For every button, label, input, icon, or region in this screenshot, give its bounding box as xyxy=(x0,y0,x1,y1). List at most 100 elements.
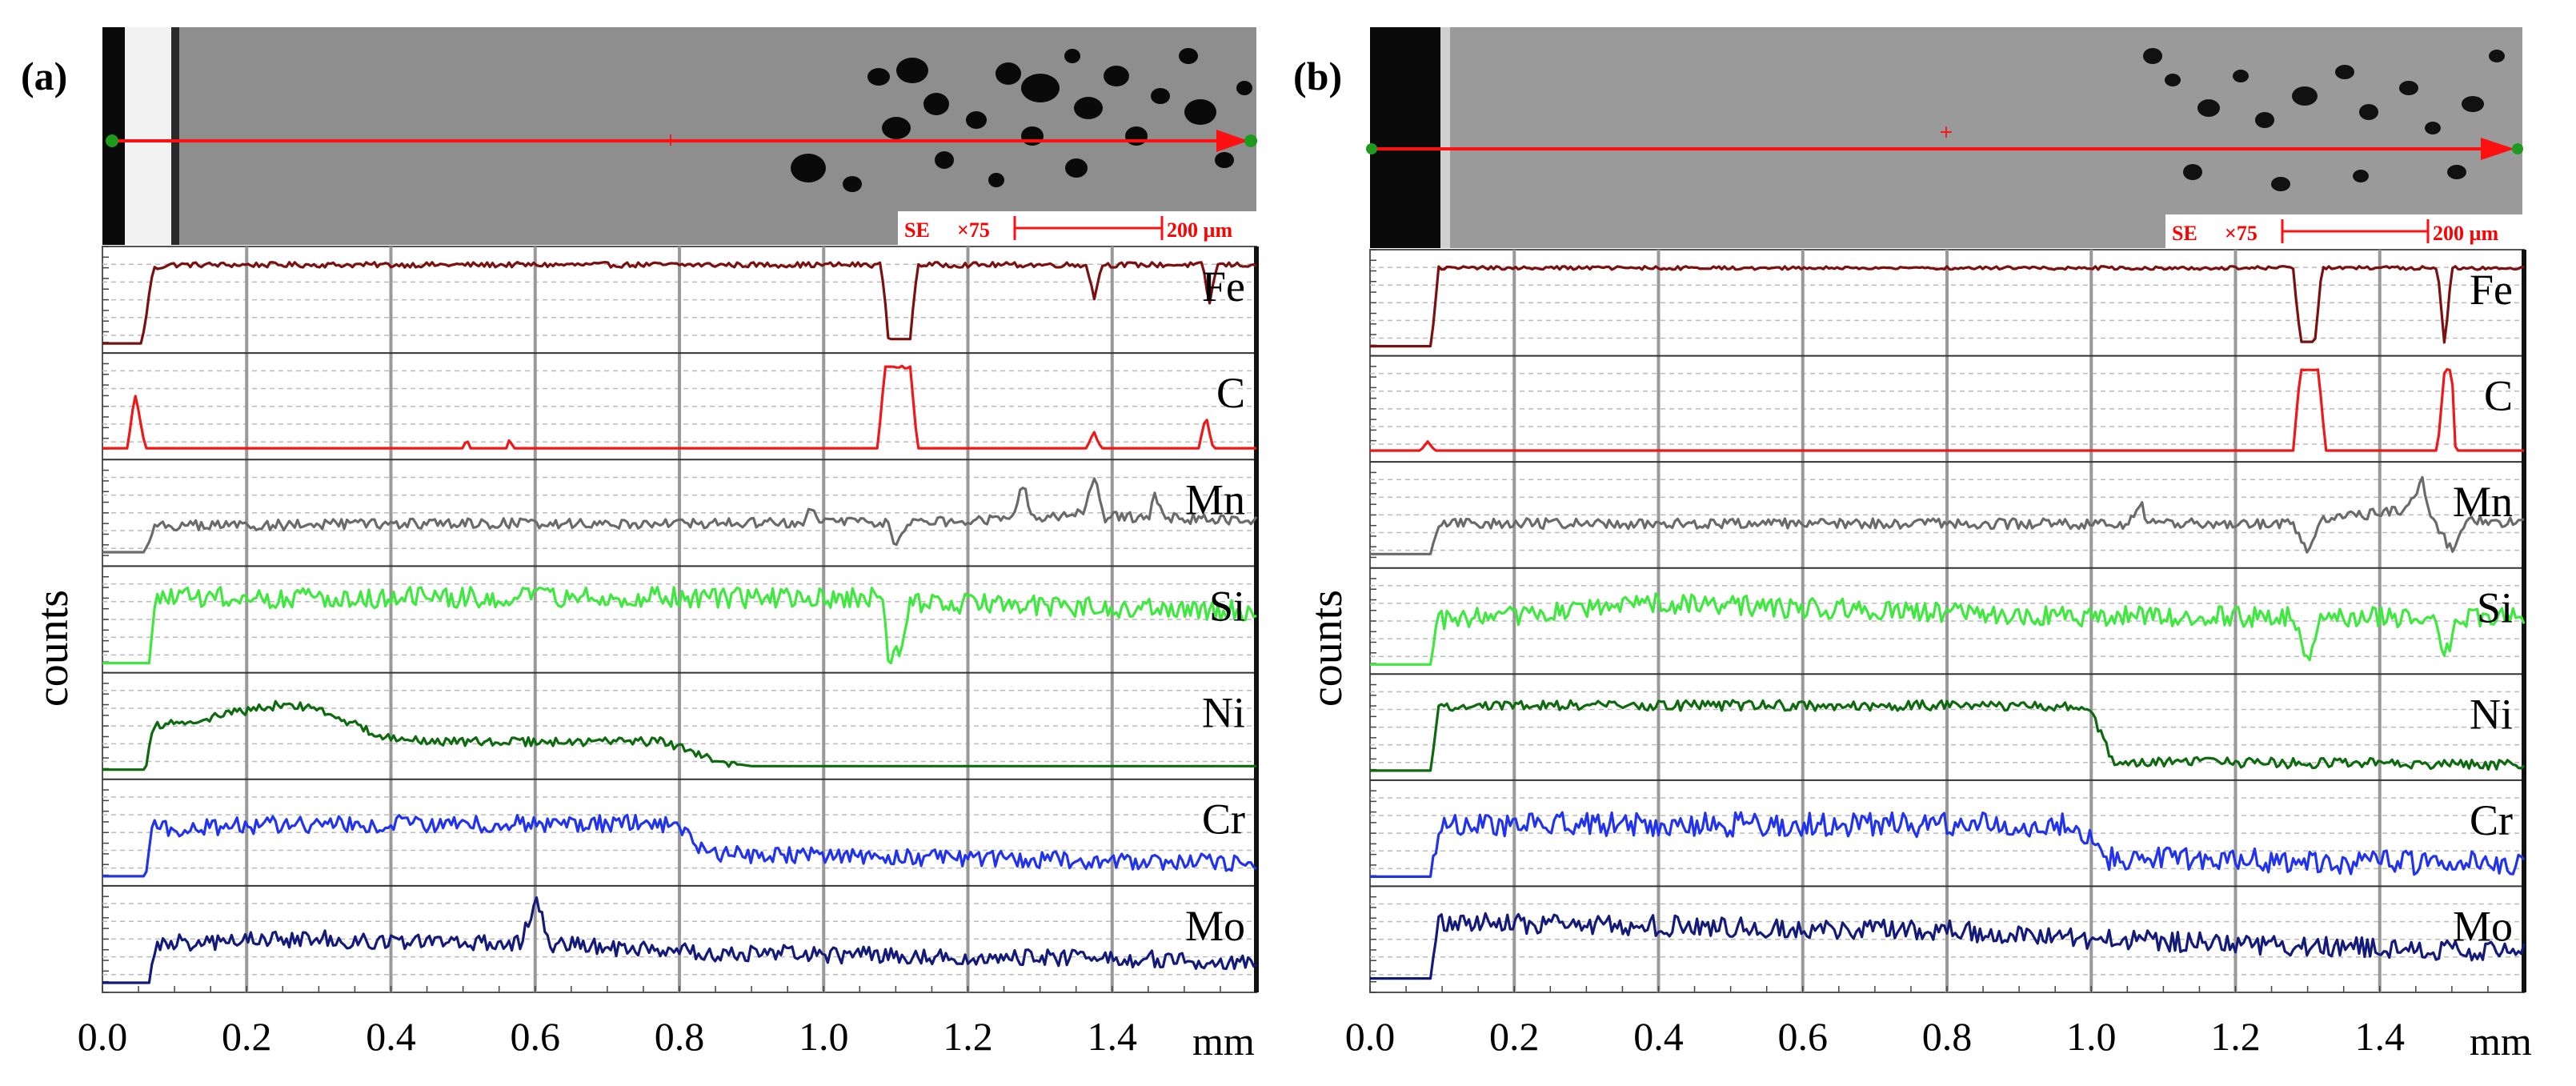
panel-a-scale-label: 200 µm xyxy=(1167,218,1232,242)
pore xyxy=(2197,99,2220,117)
x-tick-label: 0.6 xyxy=(1778,1014,1829,1059)
panel-b-x-unit: mm xyxy=(2470,1019,2532,1064)
panel-a-scale-box: SE ×75 200 µm xyxy=(898,211,1256,245)
panel-b-scan-start-marker xyxy=(1366,143,1377,154)
panel-a-magnification: ×75 xyxy=(957,218,990,242)
pore xyxy=(923,93,949,115)
pore xyxy=(843,176,862,192)
panel-a-y-axis-label: counts xyxy=(28,590,78,707)
series-line-cr xyxy=(102,813,1257,878)
panel-b-profiles: Fe C Mn Si Ni Cr Mo xyxy=(1369,249,2526,993)
pore xyxy=(1074,97,1103,119)
element-label-fe: Fe xyxy=(1202,262,1245,311)
pore xyxy=(2183,164,2202,180)
panel-a-micrograph: + SE ×75 200 µm xyxy=(102,27,1257,245)
panel-b-label: (b) xyxy=(1293,54,1342,98)
series-line-mn xyxy=(102,477,1258,554)
panel-a-scan-arrowhead xyxy=(1216,130,1248,152)
panel-a-micrograph-pores xyxy=(791,48,1252,192)
panel-b-micrograph-background xyxy=(1370,27,2522,248)
panel-a-detector: SE xyxy=(904,218,930,242)
pore xyxy=(1065,158,1088,178)
panel-b-micrograph: + SE ×75 200 µm xyxy=(1366,27,2523,248)
pore xyxy=(1021,126,1044,146)
pore xyxy=(1215,152,1234,168)
x-tick-label: 1.2 xyxy=(943,1014,993,1059)
element-label-c: C xyxy=(2484,372,2513,420)
pore xyxy=(935,151,954,169)
pore xyxy=(882,117,911,139)
series-line-si xyxy=(1370,592,2526,666)
element-label-mn: Mn xyxy=(1185,475,1245,523)
panel-b-micrograph-pores xyxy=(2143,48,2505,191)
series-line-c xyxy=(1370,368,2524,452)
pore xyxy=(1125,126,1148,146)
pore xyxy=(791,154,826,182)
panel-a-center-cross: + xyxy=(663,130,678,150)
panel-b-micrograph-dark-edge xyxy=(1370,27,1440,248)
series-line-fe xyxy=(1370,265,2525,348)
x-tick-label: 0.4 xyxy=(1633,1014,1684,1059)
pore xyxy=(867,68,890,86)
series-line-mo xyxy=(102,896,1257,984)
panel-b-y-axis-label: counts xyxy=(1302,590,1352,707)
panel-b: (b) xyxy=(1293,27,2532,1064)
pore xyxy=(2271,177,2290,191)
series-line-mo xyxy=(1370,912,2526,980)
x-tick-label: 0.2 xyxy=(1489,1014,1540,1059)
x-tick-label: 1.0 xyxy=(2066,1014,2117,1059)
panel-a-micrograph-background xyxy=(102,27,1256,245)
element-label-mn: Mn xyxy=(2453,478,2513,526)
pore xyxy=(1184,99,1216,125)
series-line-ni xyxy=(1370,699,2526,772)
pore xyxy=(2292,86,2318,106)
series-line-c xyxy=(102,364,1256,450)
panel-a-scan-end-marker xyxy=(1244,134,1257,147)
panel-b-scale-box: SE ×75 200 µm xyxy=(2165,214,2522,248)
pore xyxy=(1151,88,1170,104)
x-tick-label: 1.4 xyxy=(2355,1014,2406,1059)
panel-b-micrograph-edge-line xyxy=(1440,27,1450,248)
x-tick-label: 0.4 xyxy=(366,1014,416,1059)
panel-a-label: (a) xyxy=(21,54,67,98)
pore xyxy=(2399,81,2418,95)
pore xyxy=(896,58,928,83)
panel-a-x-ticks: 0.0 0.2 0.4 0.6 0.8 1.0 1.2 1.4 xyxy=(78,1014,1137,1059)
x-tick-label: 0.0 xyxy=(78,1014,128,1059)
x-tick-label: 1.0 xyxy=(799,1014,849,1059)
panel-b-scale-label: 200 µm xyxy=(2433,222,2498,245)
series-line-si xyxy=(102,586,1257,665)
element-label-ni: Ni xyxy=(1202,689,1245,737)
pore xyxy=(2462,96,2484,112)
panel-b-x-ticks: 0.0 0.2 0.4 0.6 0.8 1.0 1.2 1.4 xyxy=(1345,1014,2405,1059)
x-tick-label: 0.2 xyxy=(222,1014,272,1059)
x-tick-label: 0.6 xyxy=(511,1014,561,1059)
element-label-cr: Cr xyxy=(2470,796,2513,844)
element-label-c: C xyxy=(1216,369,1245,417)
pore xyxy=(2353,170,2369,182)
pore xyxy=(1179,48,1198,64)
panel-a-profiles: Fe C Mn Si Ni Cr Mo xyxy=(102,246,1259,993)
x-tick-label: 0.0 xyxy=(1345,1014,1396,1059)
panel-a: (a) xyxy=(21,27,1259,1064)
element-label-si: Si xyxy=(1209,582,1245,630)
pore xyxy=(2489,50,2505,62)
pore xyxy=(1064,49,1080,63)
pore xyxy=(1236,81,1252,95)
element-label-mo: Mo xyxy=(1185,902,1245,950)
pore xyxy=(2165,74,2181,86)
x-tick-label: 1.2 xyxy=(2210,1014,2261,1059)
panel-a-micrograph-dark-strip xyxy=(171,27,179,245)
pore xyxy=(2335,65,2354,79)
series-line-mn xyxy=(1370,475,2525,555)
element-label-ni: Ni xyxy=(2470,690,2513,738)
panel-b-scan-end-marker xyxy=(2512,143,2523,154)
element-label-fe: Fe xyxy=(2470,266,2513,314)
element-label-mo: Mo xyxy=(2453,902,2513,950)
pore xyxy=(966,111,987,129)
panel-a-scan-start-marker xyxy=(106,134,118,147)
pore xyxy=(2359,104,2378,120)
series-line-ni xyxy=(102,699,1256,771)
pore xyxy=(2143,48,2162,64)
